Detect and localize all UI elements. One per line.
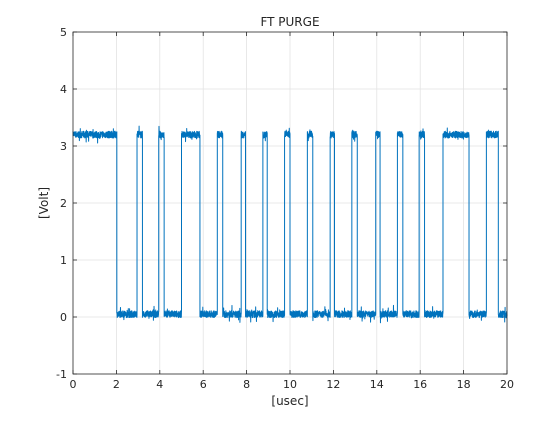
- y-tick-label: 3: [60, 140, 67, 153]
- x-tick-label: 4: [156, 378, 163, 391]
- plot-frame: [72, 31, 508, 375]
- x-tick-label: 16: [413, 378, 427, 391]
- x-tick-label: 12: [326, 378, 340, 391]
- y-tick-label: 2: [60, 197, 67, 210]
- x-tick-label: 8: [243, 378, 250, 391]
- x-tick-label: 6: [200, 378, 207, 391]
- y-tick-label: 4: [60, 83, 67, 96]
- y-axis-label: [Volt]: [37, 187, 51, 219]
- x-tick-label: 10: [283, 378, 297, 391]
- signal-series-line: [72, 125, 508, 324]
- series-layer: [72, 125, 508, 324]
- y-tick-label: 0: [60, 311, 67, 324]
- y-tick-label: 5: [60, 26, 67, 39]
- x-tick-label: 20: [500, 378, 514, 391]
- chart-title: FT PURGE: [260, 15, 319, 29]
- x-axis-label: [usec]: [271, 394, 308, 408]
- y-tick-label: -1: [56, 368, 67, 381]
- x-tick-label: 0: [70, 378, 77, 391]
- x-tick-label: 14: [370, 378, 384, 391]
- y-tick-label: 1: [60, 254, 67, 267]
- x-tick-label: 2: [113, 378, 120, 391]
- x-tick-label: 18: [457, 378, 471, 391]
- axis-ticks: [72, 31, 508, 375]
